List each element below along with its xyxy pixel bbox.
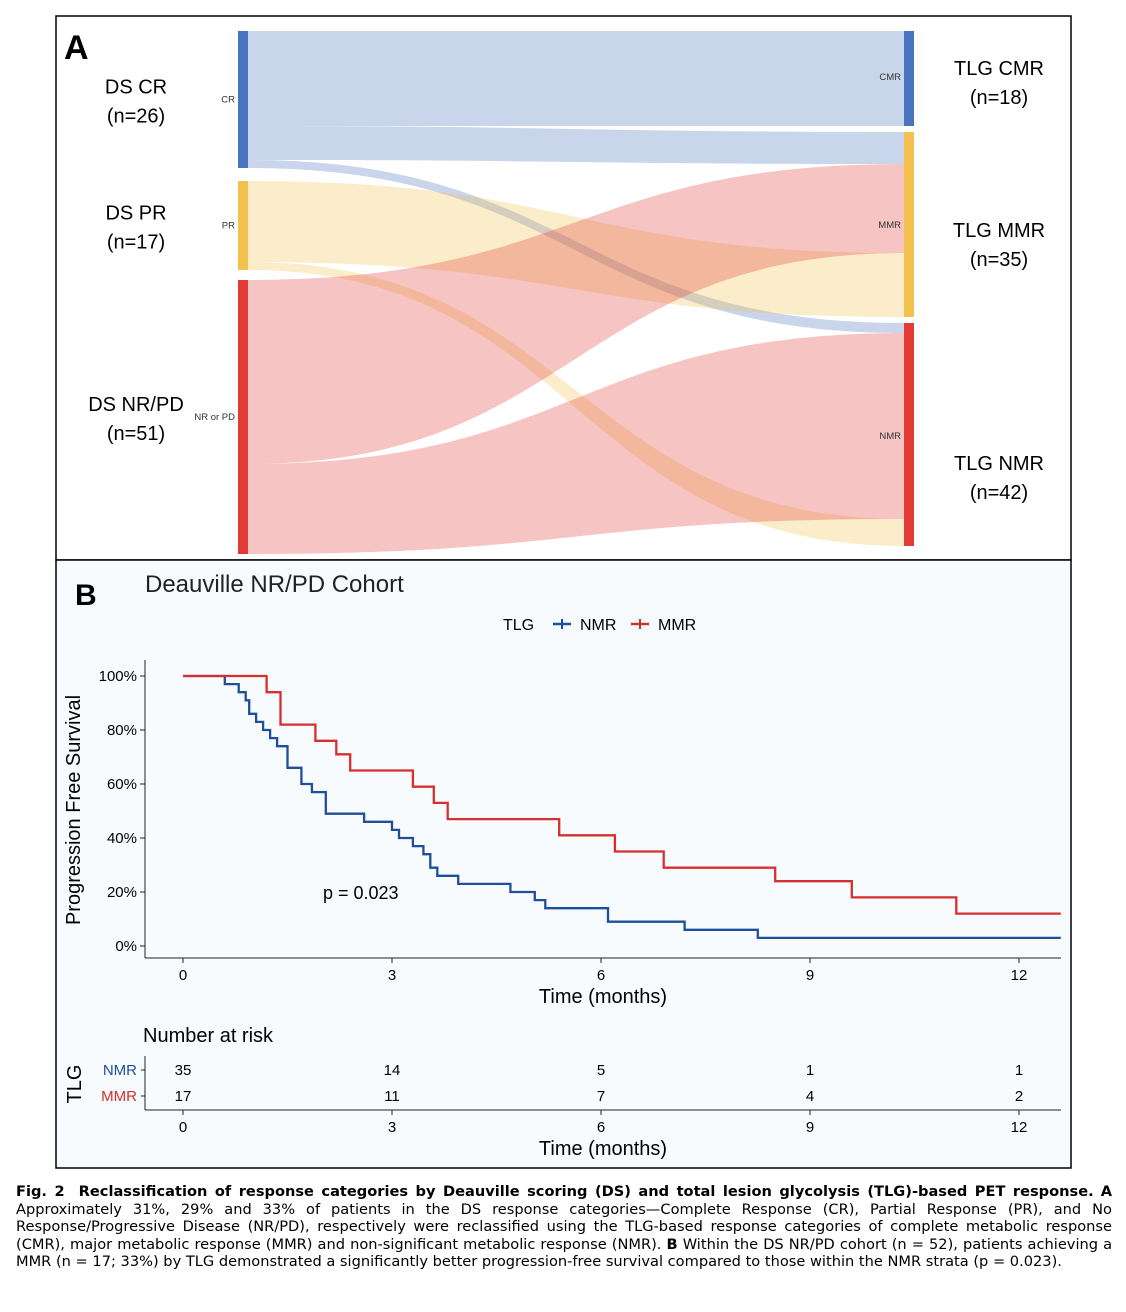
risk-row-label-mmr: MMR [101,1088,137,1105]
risk-value-mmr-9: 4 [806,1088,814,1105]
x-tick-label-6: 6 [597,967,605,984]
caption-heading: Reclassification of response categories … [78,1183,1094,1200]
risk-value-mmr-12: 2 [1015,1088,1023,1105]
flow-pr-to-mmr [248,181,904,317]
group-label-tlg-cmr: TLG CMR [954,58,1044,80]
figure-caption: Fig. 2 Reclassification of response cate… [16,1183,1112,1271]
node-label-nmr: NMR [879,431,901,442]
y-tick-label-100: 100% [99,668,137,685]
risk-x-tick-label-12: 12 [1011,1119,1028,1136]
risk-value-mmr-3: 11 [384,1088,400,1105]
group-label-ds-cr: DS CR [105,77,167,99]
km-legend: TLG NMR MMR [503,617,696,634]
km-curve-nmr [183,674,1061,940]
km-plot: 0% 20% 40% 60% 80% 100% 0 3 6 9 12 Time (months) Pro… [63,660,1061,1008]
node-label-pr: PR [222,221,235,232]
risk-value-nmr-9: 1 [806,1062,814,1079]
y-tick-label-80: 80% [107,722,137,739]
flow-cr-to-nmr [248,160,904,333]
y-tick-label-60: 60% [107,776,137,793]
node-right-cmr [904,31,914,126]
risk-x-tick-label-6: 6 [597,1119,605,1136]
panel-a-frame [55,15,1072,561]
panel-b-letter: B [75,579,97,612]
km-title: Deauville NR/PD Cohort [145,571,404,598]
flow-pr-to-nmr [248,262,904,546]
flow-cr-to-mmr [248,126,904,164]
sankey-nodes [238,31,914,554]
risk-x-tick-label-3: 3 [388,1119,396,1136]
risk-value-nmr-6: 5 [597,1062,605,1079]
p-value-label: p = 0.023 [323,883,399,903]
sankey-flows [248,31,904,554]
legend-label-nmr: NMR [580,617,616,634]
group-label-tlg-mmr: TLG MMR [953,220,1045,242]
flow-nr-or-pd-to-mmr [248,164,904,464]
node-label-mmr: MMR [878,220,901,231]
node-right-mmr [904,132,914,317]
x-tick-label-3: 3 [388,967,396,984]
panel-a: A CR DS CR (n=26) PR DS PR (n=17) NR or PD DS N… [55,15,1072,561]
panel-b: B Deauville NR/PD Cohort TLG NMR MMR 0%20%… [55,559,1072,1169]
x-tick-label-9: 9 [806,967,814,984]
flow-nr-or-pd-to-nmr [248,333,904,554]
sankey-labels: CR DS CR (n=26) PR DS PR (n=17) NR or PD DS NR/… [88,58,1045,504]
group-count-tlg-mmr: (n=35) [970,249,1028,271]
group-count-tlg-cmr: (n=18) [970,87,1028,109]
y-tick-label-20: 20% [107,884,137,901]
caption-b-label: B [666,1235,678,1253]
node-left-nr-or-pd [238,280,248,554]
risk-value-mmr-0: 17 [175,1088,192,1105]
x-tick-label-12: 12 [1011,967,1028,984]
group-count-ds-pr: (n=17) [107,232,165,254]
risk-x-tick-label-9: 9 [806,1119,814,1136]
node-label-cr: CR [221,95,235,106]
x-axis-title: Time (months) [539,986,667,1008]
panel-b-frame [55,559,1072,1169]
group-count-ds-cr: (n=26) [107,106,165,128]
risk-x-tick-label-0: 0 [179,1119,187,1136]
node-left-cr [238,31,248,168]
x-tick-label-0: 0 [179,967,187,984]
risk-x-axis-title: Time (months) [539,1138,667,1160]
legend-label-mmr: MMR [658,617,696,634]
y-axis-title: Progression Free Survival [63,695,85,925]
y-tick-label-0: 0% [115,938,137,955]
panel-a-letter: A [64,29,89,67]
caption-a-label: A [1100,1183,1113,1200]
caption-a-text: Approximately 31%, 29% and 33% of patien… [16,1200,1112,1253]
node-label-nr-or-pd: NR or PD [194,412,235,423]
group-count-ds-nr-pd: (n=51) [107,423,165,445]
node-right-nmr [904,323,914,546]
risk-value-nmr-3: 14 [384,1062,401,1079]
node-left-pr [238,181,248,270]
caption-b-text: Within the DS NR/PD cohort (n = 52), pat… [16,1235,1113,1271]
caption-fig-number: Fig. 2 [16,1183,65,1200]
y-tick-label-40: 40% [107,830,137,847]
group-label-tlg-nmr: TLG NMR [954,453,1044,475]
risk-value-nmr-12: 1 [1015,1062,1023,1079]
risk-y-title: TLG [64,1065,86,1104]
group-count-tlg-nmr: (n=42) [970,482,1028,504]
group-label-ds-pr: DS PR [105,203,166,225]
risk-value-mmr-6: 7 [597,1088,605,1105]
km-curve-mmr [183,674,1061,915]
flow-cr-to-cmr [248,31,904,126]
risk-row-label-nmr: NMR [103,1062,137,1079]
node-label-cmr: CMR [879,72,901,83]
legend-title: TLG [503,617,534,634]
risk-value-nmr-0: 35 [175,1062,192,1079]
group-label-ds-nr-pd: DS NR/PD [88,394,184,416]
risk-title: Number at risk [143,1025,274,1047]
